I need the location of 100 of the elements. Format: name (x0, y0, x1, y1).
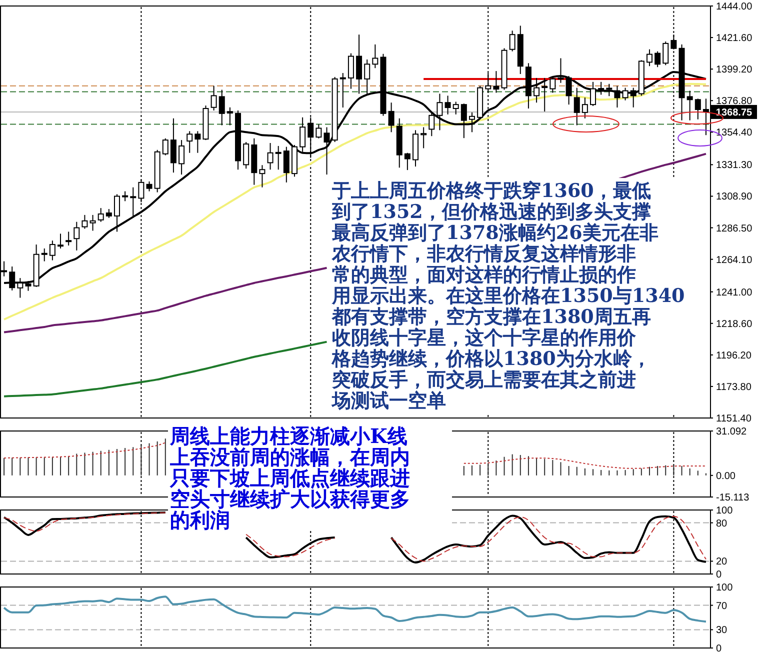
candlestick (598, 81, 604, 96)
candlestick (300, 116, 306, 152)
candlestick (243, 142, 250, 170)
y-tick-label: 80 (716, 518, 728, 530)
y-tick-label: 1421.60 (716, 33, 753, 44)
candlestick (275, 145, 282, 170)
candlestick (686, 90, 693, 121)
candlestick (162, 138, 168, 156)
y-tick-label: 100 (716, 506, 734, 516)
y-tick-label: 1376.80 (716, 96, 753, 108)
y-tick-label: 1286.50 (716, 223, 753, 234)
annotation: 常的典型，面对这样的行情止损的作 (332, 264, 636, 286)
candlestick (574, 87, 580, 126)
line-series (3, 596, 707, 623)
y-tick-label: 100 (716, 582, 734, 594)
annotation: 都有支撑带，空方支撑在1380周五再 (331, 306, 651, 328)
candlestick (590, 81, 596, 106)
annotation: 格趋势继续，价格以1380为分水岭， (331, 348, 651, 370)
candlestick (316, 124, 322, 139)
candlestick (74, 221, 80, 251)
candlestick (194, 130, 201, 154)
candlestick (98, 208, 104, 222)
candlestick (654, 50, 661, 68)
y-tick-label: 0 (716, 570, 722, 580)
candlestick (550, 76, 556, 94)
candlestick (630, 87, 636, 108)
candlestick (146, 180, 152, 192)
candlestick (566, 75, 572, 106)
candlestick (218, 89, 225, 126)
candlestick (226, 106, 233, 126)
y-tick-label: 1196.20 (716, 350, 752, 362)
y-tick-label: 1331.30 (716, 160, 753, 172)
annotation: 农行情下，非农行情反复这样情形非 (331, 243, 636, 265)
annotation: 最高反弹到了1378涨幅约26美元在非 (331, 222, 658, 244)
candlestick (340, 72, 346, 108)
y-tick-label: 1241.00 (716, 287, 753, 298)
y-tick-label: 30 (716, 625, 728, 636)
candlestick (122, 190, 128, 202)
y-tick-label: 0.00 (716, 470, 736, 482)
y-tick-label: 1218.60 (716, 318, 753, 330)
candlestick (170, 118, 176, 174)
y-tick-label: 20 (716, 556, 728, 568)
candlestick (58, 233, 64, 249)
line-series (3, 340, 328, 398)
candlestick (186, 130, 193, 154)
candlestick (356, 34, 362, 94)
annotation: 收阴线十字星，这个十字星的作用价 (332, 327, 637, 349)
candlestick (694, 98, 701, 120)
candlestick (468, 112, 475, 133)
y-tick-label: 70 (716, 600, 728, 612)
annotation: 周线上能力柱逐渐减小K线 (169, 424, 408, 448)
candlestick (267, 142, 274, 170)
y-tick-label: 1264.10 (716, 254, 753, 266)
annotation: 上吞没前周的涨幅，在周内 (169, 445, 410, 469)
annotation: 只要下坡上周低点继续跟进 (169, 466, 410, 490)
candlestick (114, 194, 120, 232)
y-tick-label: 1444.00 (716, 2, 753, 12)
candlestick (82, 214, 88, 230)
y-tick-label: 1173.80 (716, 382, 752, 393)
candlestick (428, 112, 435, 137)
candlestick (622, 87, 628, 101)
candlestick (130, 186, 136, 218)
candlestick (66, 231, 72, 246)
y-tick-label: 1308.90 (716, 192, 753, 203)
candlestick (436, 93, 443, 131)
candlestick (259, 164, 266, 188)
candlestick (509, 30, 516, 52)
candlestick (534, 77, 540, 104)
y-tick-label: 1151.40 (716, 414, 752, 424)
annotation: 用显示出来。在这里价格在1350与1340 (331, 285, 685, 307)
candlestick (606, 83, 612, 97)
candlestick (372, 44, 378, 69)
candlestick (582, 97, 588, 119)
candlestick (41, 248, 48, 262)
annotation: 到了1352，但价格迅速的到多头支撑 (331, 201, 651, 223)
y-tick-label: 31.092 (716, 426, 748, 438)
candlestick (420, 126, 427, 149)
annotation: 的利润 (170, 508, 230, 532)
candlestick (444, 95, 451, 115)
ref-line-label: 1368.75 (716, 107, 753, 118)
y-tick-label: 0 (716, 644, 722, 654)
annotation: 于上上周五价格终于跌穿1360，最低 (331, 180, 651, 202)
candlestick (460, 103, 467, 139)
y-tick-label: 1399.20 (716, 64, 753, 76)
candlestick (348, 52, 354, 90)
y-tick-label: 1354.40 (716, 128, 753, 139)
candlestick (452, 101, 459, 115)
annotation: 场测试一空单 (331, 390, 446, 412)
candlestick (614, 85, 620, 108)
candlestick (90, 214, 96, 232)
candlestick (662, 40, 669, 66)
candlestick (646, 48, 652, 67)
annotation: 突破反手，而交易上需要在其之前进 (331, 369, 636, 391)
candlestick (283, 146, 290, 183)
candlestick (324, 126, 330, 176)
candlestick (210, 85, 217, 111)
candlestick (388, 102, 394, 133)
candlestick (542, 77, 548, 112)
candlestick (49, 240, 56, 261)
candlestick (178, 140, 185, 176)
